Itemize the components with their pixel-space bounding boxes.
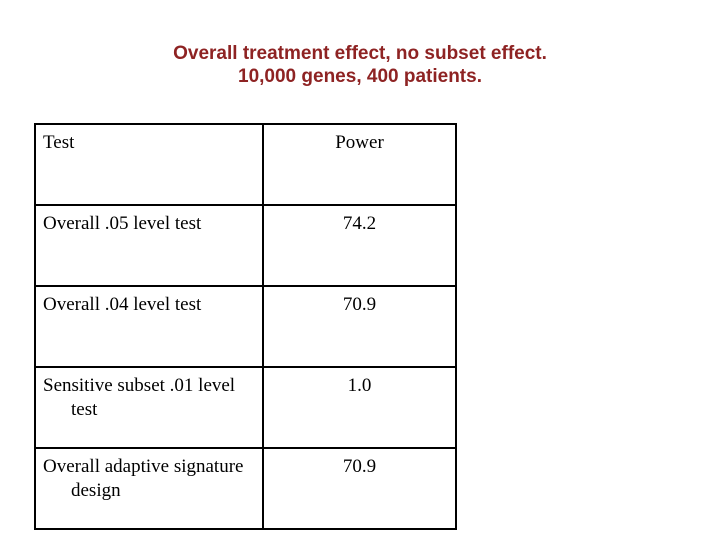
power-cell: 70.9	[262, 447, 457, 530]
table-row: Overall .05 level test 74.2	[34, 204, 457, 287]
column-header-power: Power	[262, 123, 457, 206]
power-cell: 74.2	[262, 204, 457, 287]
table-row: Sensitive subset .01 level test 1.0	[34, 366, 457, 449]
slide-title-line2: 10,000 genes, 400 patients.	[238, 66, 482, 87]
test-label: Overall .05 level test	[43, 213, 202, 234]
test-cell: Overall .04 level test	[34, 285, 264, 368]
test-cell: Overall adaptive signature design	[34, 447, 264, 530]
power-cell: 70.9	[262, 285, 457, 368]
table-header-row: Test Power	[34, 123, 457, 206]
test-label-line2: test	[71, 399, 98, 420]
slide-title-line1: Overall treatment effect, no subset effe…	[173, 43, 547, 64]
table-row: Overall .04 level test 70.9	[34, 285, 457, 368]
test-cell: Sensitive subset .01 level test	[34, 366, 264, 449]
test-label: Overall .04 level test	[43, 294, 202, 315]
test-label-line1: Overall adaptive signature	[43, 456, 244, 477]
slide-title: Overall treatment effect, no subset effe…	[0, 42, 720, 88]
power-cell: 1.0	[262, 366, 457, 449]
table-row: Overall adaptive signature design 70.9	[34, 447, 457, 530]
test-label-line2: design	[71, 480, 121, 501]
test-cell: Overall .05 level test	[34, 204, 264, 287]
column-header-test: Test	[34, 123, 264, 206]
results-table: Test Power Overall .05 level test 74.2 O…	[34, 123, 457, 530]
test-label-line1: Sensitive subset .01 level	[43, 375, 236, 396]
